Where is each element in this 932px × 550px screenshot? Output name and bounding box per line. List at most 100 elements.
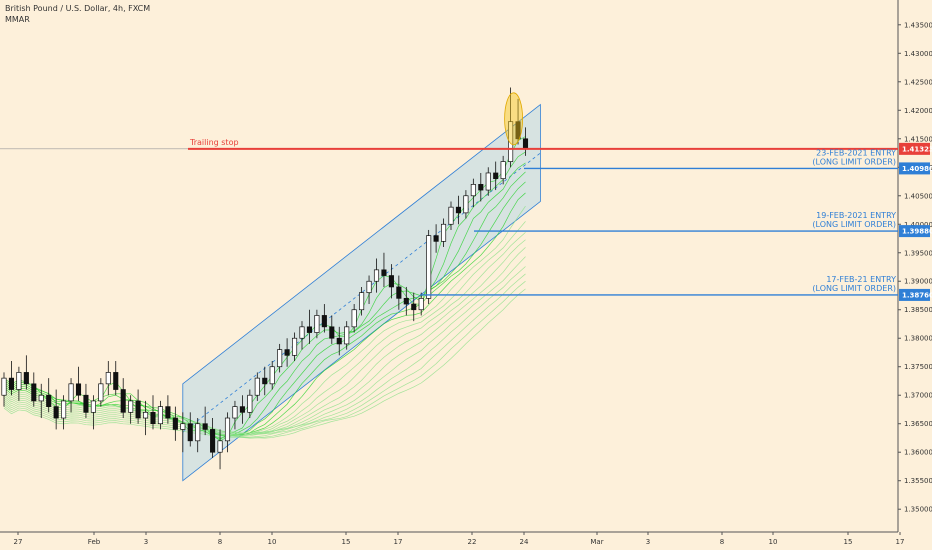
candle (195, 418, 201, 453)
candle-body (329, 326, 335, 339)
price-tag (899, 225, 930, 238)
x-tick-label: 10 (268, 538, 277, 546)
entry-label: (LONG LIMIT ORDER) (812, 157, 896, 166)
y-tick-label: 1.38500 (904, 306, 932, 314)
candle-body (165, 406, 171, 419)
x-tick-label: Mar (590, 538, 603, 546)
candle-body (31, 383, 37, 402)
candle-body (23, 372, 29, 385)
candle (224, 412, 231, 453)
candle-body (366, 280, 372, 293)
x-tick-label: 3 (646, 538, 650, 546)
candle (470, 178, 476, 208)
candle-body (485, 172, 491, 191)
candle-body (463, 195, 469, 214)
candle (105, 361, 111, 396)
candle (336, 326, 342, 356)
candle-body (321, 315, 327, 328)
ma-ribbon-line (3, 288, 526, 439)
y-tick-label: 1.36000 (904, 449, 932, 457)
candle (351, 304, 357, 333)
ma-ribbon-line (3, 256, 526, 435)
candle (508, 87, 514, 168)
candle-body (68, 383, 74, 402)
y-tick-label: 1.43000 (904, 50, 932, 58)
candle-body (143, 411, 149, 419)
candle (314, 309, 320, 339)
candle (441, 218, 447, 248)
candle (31, 372, 37, 407)
candle-body (128, 400, 134, 413)
candle (247, 389, 253, 419)
x-tick-label: 17 (394, 538, 403, 546)
candle (455, 195, 462, 225)
y-tick-label: 1.39000 (904, 278, 932, 286)
symbol-title[interactable]: British Pound / U.S. Dollar, 4h, FXCM (5, 4, 151, 13)
candle-body (247, 394, 253, 413)
candle-body (180, 423, 186, 430)
candle (485, 167, 491, 196)
candle (135, 389, 141, 424)
x-tick-label: 15 (844, 538, 853, 546)
candle (128, 395, 134, 424)
price-tag-label: 1.38760 (902, 291, 932, 299)
y-tick-label: 1.37000 (904, 392, 932, 400)
candle-body (98, 383, 104, 402)
candle (344, 321, 350, 350)
candle-body (46, 394, 52, 407)
candle (254, 372, 260, 401)
candle (232, 400, 238, 430)
candle (90, 395, 96, 430)
candle (284, 338, 290, 367)
candle (68, 378, 74, 413)
candle-body (113, 372, 119, 390)
candle-body (224, 417, 231, 442)
ma-ribbon-line (3, 239, 526, 434)
candle (239, 395, 245, 424)
entry-label: 19-FEB-2021 ENTRY (816, 211, 896, 220)
candle-body (426, 235, 432, 299)
candle (292, 332, 298, 362)
candle-body (433, 235, 439, 242)
candle (75, 366, 82, 401)
candle (277, 343, 283, 373)
candle (172, 406, 178, 441)
candle-body (292, 337, 298, 356)
candle (388, 264, 394, 299)
y-tick-label: 1.40500 (904, 192, 932, 200)
candle-body (262, 377, 268, 385)
candle (23, 355, 29, 390)
candle-body (254, 377, 260, 396)
candle (46, 378, 52, 413)
candle-body (135, 400, 141, 419)
candle-body (277, 349, 283, 368)
x-tick-label: 8 (720, 538, 724, 546)
candle (98, 378, 104, 407)
candle-body (195, 423, 201, 442)
candle (359, 286, 365, 316)
candle-body (217, 440, 223, 453)
candle (150, 395, 156, 430)
candle-body (336, 337, 342, 345)
candle-body (381, 269, 387, 276)
candle-body (418, 297, 424, 311)
price-tag (899, 288, 930, 301)
candle-body (299, 326, 305, 339)
indicator-label[interactable]: MMAR (5, 15, 30, 24)
candle (143, 400, 149, 436)
ma-ribbon-line (3, 266, 526, 437)
candle-body (53, 406, 59, 419)
candle-body (388, 275, 394, 288)
candle-body (515, 121, 521, 140)
entry-label: 23-FEB-2021 ENTRY (816, 148, 896, 157)
candle-body (269, 366, 275, 385)
candle (269, 361, 275, 390)
candle-body (522, 138, 529, 150)
candle-body (478, 184, 484, 191)
candle (1, 372, 7, 407)
candle (16, 366, 22, 401)
candle (53, 389, 59, 430)
candle (113, 361, 119, 396)
